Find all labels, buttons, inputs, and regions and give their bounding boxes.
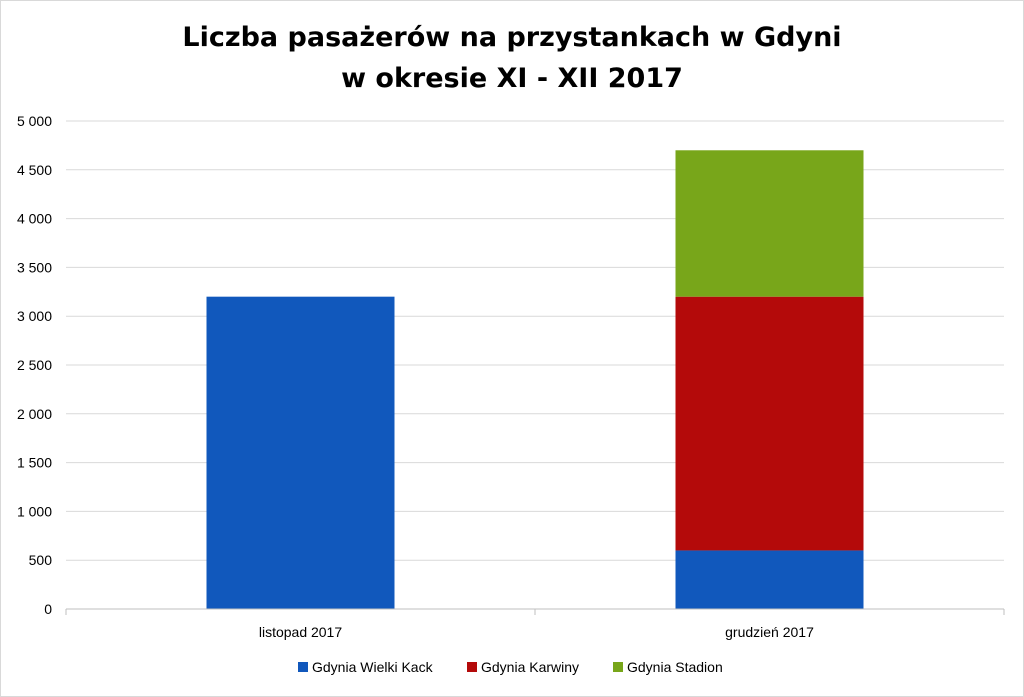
chart-title-line-2: w okresie XI - XII 2017	[341, 63, 683, 94]
y-tick-label: 4 000	[17, 211, 52, 227]
legend-swatch	[467, 662, 477, 672]
y-tick-label: 0	[44, 601, 52, 617]
y-tick-label: 3 500	[17, 259, 52, 275]
y-tick-label: 1 000	[17, 503, 52, 519]
legend-label: Gdynia Wielki Kack	[312, 659, 434, 675]
y-tick-label: 2 000	[17, 406, 52, 422]
legend-label: Gdynia Stadion	[627, 659, 723, 675]
y-tick-label: 500	[29, 552, 53, 568]
y-tick-label: 1 500	[17, 455, 52, 471]
bar-segment	[675, 296, 864, 551]
y-tick-label: 4 500	[17, 162, 52, 178]
y-tick-label: 5 000	[17, 113, 52, 129]
chart-title-line-1: Liczba pasażerów na przystankach w Gdyni	[182, 22, 841, 53]
bar-segment	[675, 550, 864, 609]
bar-segment	[675, 150, 864, 297]
bar-segment	[206, 296, 395, 609]
x-tick-label: listopad 2017	[259, 624, 343, 640]
x-tick-label: grudzień 2017	[725, 624, 814, 640]
legend-label: Gdynia Karwiny	[481, 659, 579, 675]
legend-swatch	[298, 662, 308, 672]
y-tick-label: 2 500	[17, 357, 52, 373]
legend-swatch	[613, 662, 623, 672]
y-tick-label: 3 000	[17, 308, 52, 324]
